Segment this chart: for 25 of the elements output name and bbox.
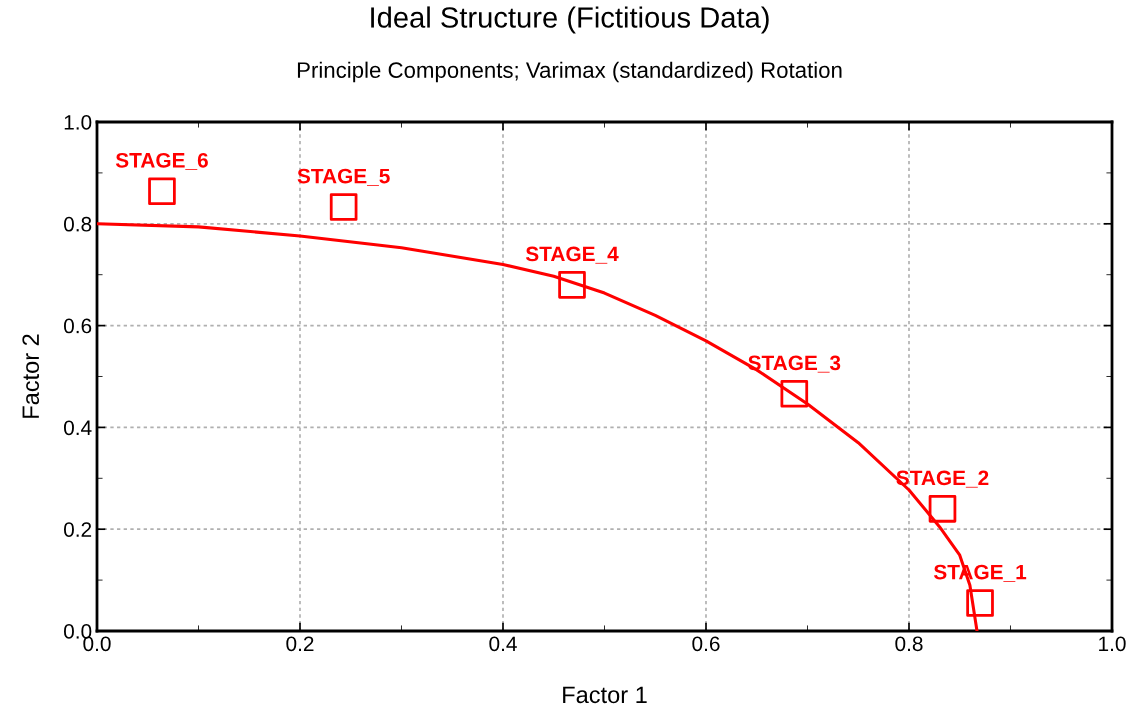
x-tick-label: 0.6 (692, 636, 720, 652)
point (148, 177, 176, 206)
annotation: STAGE_5 (297, 168, 390, 186)
chart-subtitle: Principle Components; Varimax (standardized) Rotation (297, 61, 842, 83)
y-tick-label: 0.2 (63, 522, 92, 537)
point (928, 495, 957, 523)
annotation: STAGE_2 (896, 470, 989, 488)
x-tick-label: 0.2 (286, 636, 314, 652)
annotation: STAGE_4 (525, 246, 619, 264)
x-tick-label: 0.4 (489, 636, 517, 652)
y-tick-label: 0.6 (63, 318, 92, 334)
point (780, 379, 809, 408)
chart-title: Ideal Structure (Fictitious Data) (371, 6, 769, 34)
annotation: STAGE_6 (115, 152, 208, 170)
annotation: STAGE_3 (748, 355, 841, 373)
x-axis-title: Factor 1 (563, 686, 647, 704)
x-tick-label: 1.0 (1099, 636, 1126, 652)
point (966, 589, 994, 617)
point (558, 271, 586, 299)
point (329, 193, 358, 221)
x-tick-label: 0.8 (895, 636, 923, 652)
y-axis-title: Factor 2 (22, 334, 40, 418)
y-tick-label: 0.8 (63, 216, 92, 232)
y-tick-label: 0.4 (63, 420, 92, 436)
y-tick-label: 1.0 (64, 115, 92, 130)
